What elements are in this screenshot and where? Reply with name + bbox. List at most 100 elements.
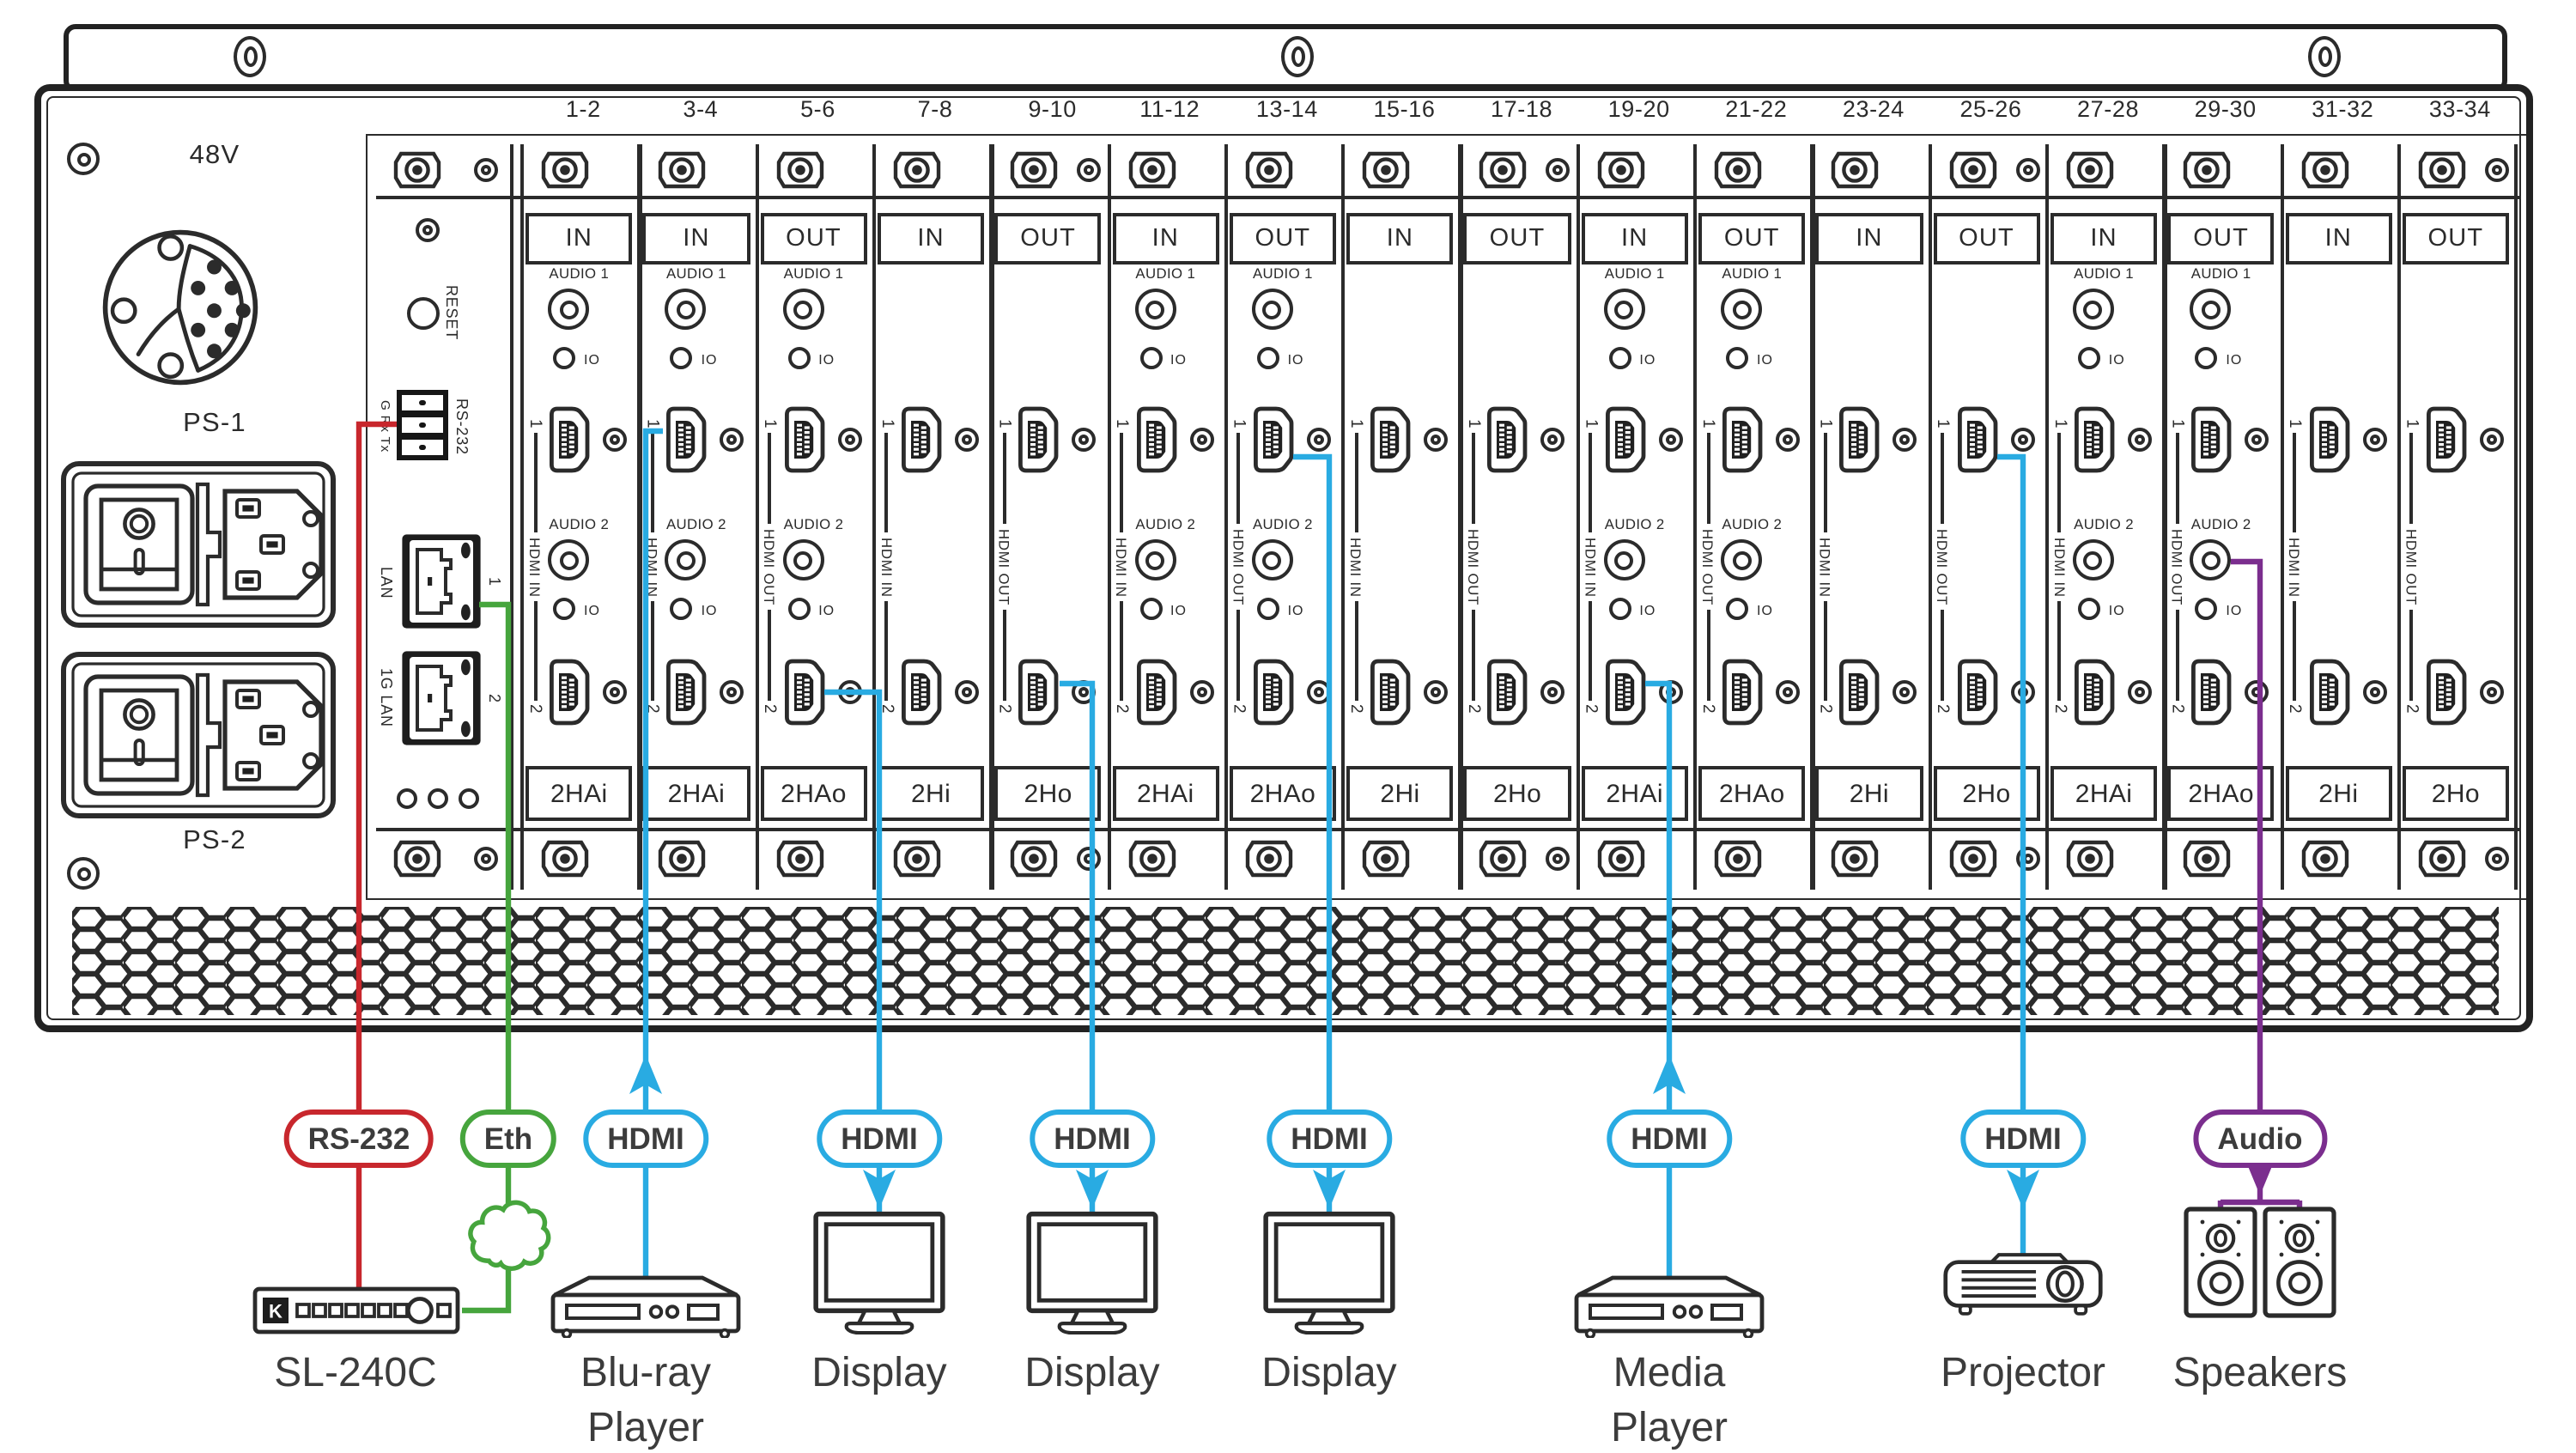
screw-icon — [2010, 428, 2035, 452]
port2-label: 2 — [1463, 704, 1483, 715]
audio2-jack-icon — [1721, 539, 1762, 581]
slot-io-label: IN — [2285, 213, 2392, 264]
hdmi-direction-label: HDMI OUT — [2403, 528, 2421, 605]
thumbscrew-icon — [893, 840, 941, 878]
thumbscrew-icon — [1714, 151, 1762, 189]
screw-icon — [2015, 158, 2040, 182]
io-jack-icon — [553, 598, 575, 620]
arrow-down-icon — [2007, 1170, 2039, 1209]
lan-port-2-icon — [400, 649, 483, 747]
io-label: IO — [584, 351, 600, 367]
screw-icon — [2484, 847, 2509, 871]
hdmi-port-2-icon — [1250, 658, 1295, 726]
slot-io-label: OUT — [1463, 213, 1571, 264]
screw-icon — [1077, 158, 1102, 182]
slot-number-label: 11-12 — [1139, 96, 1200, 122]
hdmi-port-2-icon — [2071, 658, 2116, 726]
hdmi-direction-label: HDMI IN — [643, 537, 661, 597]
port2-label: 2 — [1581, 704, 1601, 714]
hdmi-ports-bracket: 1 HDMI IN 2 — [2049, 419, 2071, 714]
audio2-label: AUDIO 2 — [1135, 515, 1196, 532]
screw-icon — [1776, 680, 1800, 704]
audio1-label: AUDIO 1 — [549, 264, 610, 282]
thumbscrew-icon — [1596, 151, 1644, 189]
device-display-icon — [807, 1211, 951, 1334]
thumbscrew-icon — [2300, 840, 2348, 878]
thumbscrew-icon — [2300, 151, 2348, 189]
device-speaker-icon — [2183, 1206, 2258, 1319]
slot-number-label: 31-32 — [2312, 96, 2374, 122]
screw-icon — [2127, 428, 2152, 452]
hdmi-port-1-icon — [1367, 405, 1412, 474]
io-label: IO — [1170, 602, 1187, 617]
hdmi-direction-label: HDMI IN — [1582, 537, 1600, 597]
audio2-label: AUDIO 2 — [549, 515, 610, 532]
screw-icon — [1540, 428, 1565, 452]
port2-label: 2 — [2285, 704, 2304, 714]
screw-icon — [1072, 428, 1097, 452]
thumbscrew-icon — [775, 151, 823, 189]
device-display-icon — [1257, 1211, 1401, 1334]
card-slot: IN AUDIO 1 IO AUDIO 2 IO 1 HDMI IN 2 2Hi — [2280, 144, 2397, 890]
audio1-label: AUDIO 1 — [1722, 264, 1783, 282]
slot-io-label: IN — [1346, 213, 1454, 264]
thumbscrew-icon — [393, 151, 441, 189]
card-type-label: 2HAi — [1112, 766, 1219, 821]
audio1-label: AUDIO 1 — [2074, 264, 2134, 282]
slot-io-label: IN — [1112, 213, 1219, 264]
card-slot: IN AUDIO 1 IO AUDIO 2 IO 1 HDMI IN 2 2HA… — [1107, 144, 1224, 890]
port2-label: 2 — [1346, 704, 1366, 714]
port1-label: 1 — [1698, 419, 1717, 429]
hdmi-port-1-icon — [664, 405, 708, 474]
hdmi-port-1-icon — [546, 405, 591, 474]
hdmi-port-1-icon — [1719, 405, 1764, 474]
slot-number-label: 13-14 — [1255, 96, 1318, 122]
port2-label: 2 — [877, 704, 896, 714]
audio1-label: AUDIO 1 — [1252, 264, 1313, 282]
hdmi-direction-label: HDMI IN — [1347, 537, 1365, 597]
port2-label: 2 — [526, 704, 544, 714]
io-label: IO — [2226, 602, 2243, 617]
card-type-label: 2Ho — [2402, 766, 2510, 821]
hdmi-ports-bracket: 1 HDMI IN 2 — [524, 419, 546, 714]
device-mediaplayer-icon — [1573, 1273, 1765, 1338]
port2-label: 2 — [2167, 704, 2187, 715]
hdmi-port-2-icon — [1837, 658, 1881, 726]
device-label: Player — [1610, 1405, 1728, 1451]
arrow-down-icon — [863, 1170, 896, 1209]
thumbscrew-icon — [1948, 151, 1996, 189]
hdmi-port-1-icon — [1953, 405, 1998, 474]
audio2-jack-icon — [1251, 539, 1293, 581]
slot-number-label: 21-22 — [1725, 96, 1788, 122]
hdmi-port-2-icon — [664, 658, 708, 726]
thumbscrew-icon — [1832, 840, 1880, 878]
screw-icon — [1424, 428, 1449, 452]
card-slot: OUT AUDIO 1 IO AUDIO 2 IO 1 HDMI OUT 2 2… — [1224, 144, 1342, 890]
badge-hdmi: HDMI — [817, 1110, 942, 1168]
hdmi-direction-label: HDMI OUT — [1699, 528, 1716, 605]
device-label: Display — [811, 1350, 947, 1396]
slot-number-label: 5-6 — [800, 96, 835, 122]
io-jack-icon — [1256, 598, 1279, 620]
screw-icon — [2479, 428, 2504, 452]
card-type-label: 2HAi — [526, 766, 633, 821]
card-type-label: 2Hi — [1346, 766, 1454, 821]
audio1-jack-icon — [1603, 289, 1645, 330]
device-sl240c-icon: K — [252, 1286, 460, 1334]
audio2-jack-icon — [2190, 539, 2232, 581]
hdmi-direction-label: HDMI OUT — [2168, 528, 2186, 605]
thumbscrew-icon — [2183, 840, 2231, 878]
thumbscrew-icon — [2418, 840, 2466, 878]
card-type-label: 2HAo — [2167, 766, 2275, 821]
io-label: IO — [1639, 351, 1656, 367]
port1-label: 1 — [2285, 419, 2304, 429]
io-jack-icon — [787, 598, 811, 620]
thumbscrew-icon — [1245, 840, 1293, 878]
arrow-down-icon — [1076, 1170, 1109, 1209]
device-speaker-icon — [2262, 1206, 2337, 1319]
slot-number-label: 19-20 — [1607, 96, 1670, 122]
io-label: IO — [1287, 602, 1304, 617]
screw-icon — [2015, 847, 2040, 871]
ps1-label: PS-1 — [183, 409, 246, 438]
slot-number-label: 33-34 — [2428, 96, 2491, 122]
